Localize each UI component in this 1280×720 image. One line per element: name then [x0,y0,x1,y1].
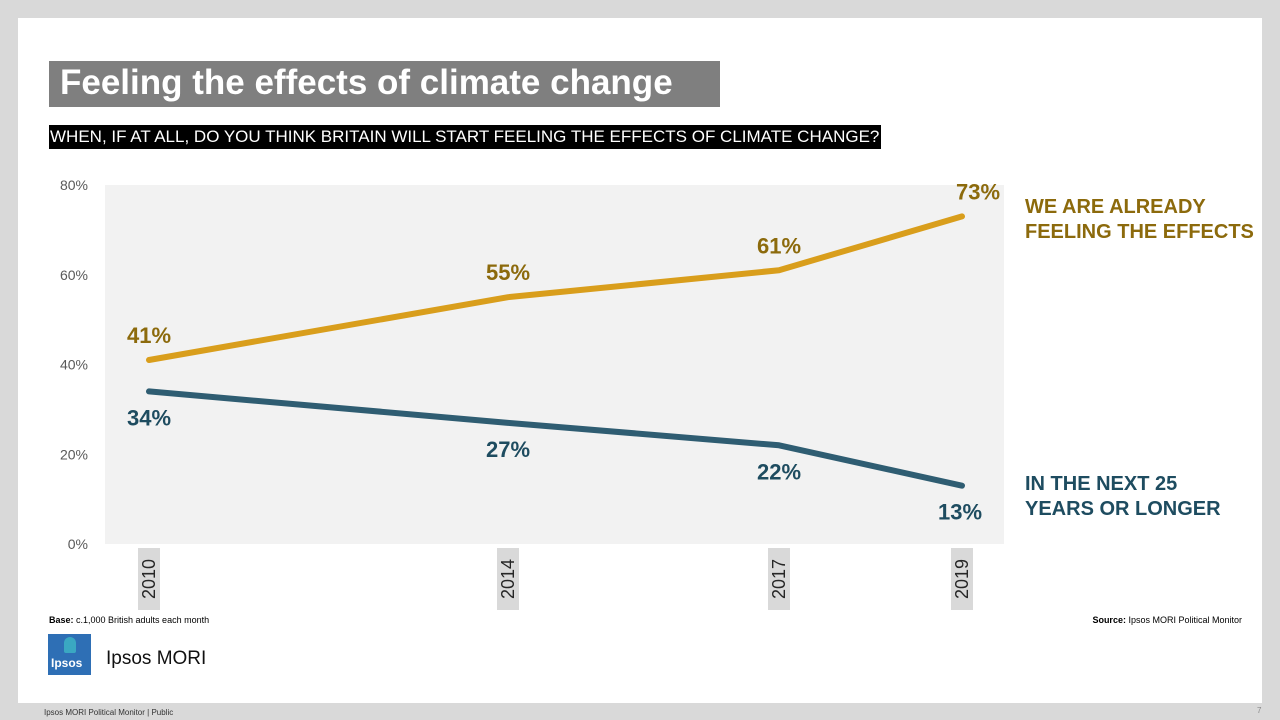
legend-line: YEARS OR LONGER [1025,498,1221,520]
data-label: 41% [127,323,171,348]
legend-already-feeling: WE ARE ALREADY FEELING THE EFFECTS [1025,195,1265,245]
legend-line: FEELING THE EFFECTS [1025,221,1254,243]
source-label: Source: [1092,615,1126,625]
data-label: 13% [938,500,982,525]
series-line-next-25-years [146,388,965,489]
x-tick-label: 2017 [769,559,789,599]
page-number: 7 [1257,706,1262,715]
x-tick-background [497,548,519,610]
source-text: Ipsos MORI Political Monitor [1125,615,1242,625]
source-note: Source: Ipsos MORI Political Monitor [1092,615,1242,625]
ipsos-logo-icon [64,637,76,653]
brand-name: Ipsos MORI [106,648,207,669]
legend-next-25-years: IN THE NEXT 25 YEARS OR LONGER [1025,472,1265,522]
y-tick-label: 60% [60,267,88,283]
question-text: WHEN, IF AT ALL, DO YOU THINK BRITAIN WI… [49,125,882,149]
x-tick-background [768,548,790,610]
x-tick-label: 2010 [139,559,159,599]
data-label: 27% [486,437,530,462]
series-line-already-feeling [146,213,965,364]
data-label: 22% [757,459,801,484]
y-tick-label: 0% [68,536,88,552]
data-label: 61% [757,233,801,258]
y-tick-label: 40% [60,357,88,373]
base-text: c.1,000 British adults each month [73,615,210,625]
x-tick-label: 2019 [952,559,972,599]
legend-line: IN THE NEXT 25 [1025,473,1178,495]
y-tick-label: 20% [60,446,88,462]
y-tick-label: 80% [60,177,88,193]
data-label: 73% [956,179,1000,204]
base-label: Base: [49,615,74,625]
x-tick-background [951,548,973,610]
x-tick-label: 2014 [498,559,518,599]
data-label: 34% [127,405,171,430]
title-box [49,61,720,107]
x-tick-background [138,548,160,610]
logo-text: Ipsos [51,656,83,670]
footer-text: Ipsos MORI Political Monitor | Public [44,708,174,717]
data-label: 55% [486,260,530,285]
legend-line: WE ARE ALREADY [1025,196,1206,218]
base-note: Base: c.1,000 British adults each month [49,615,209,625]
plot-area [105,185,1004,544]
page-title: Feeling the effects of climate change [60,63,673,102]
